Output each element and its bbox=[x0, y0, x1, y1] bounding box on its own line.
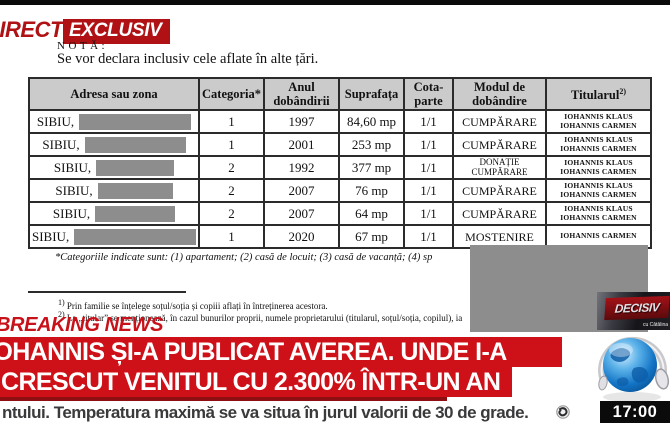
address-cell: SIBIU, bbox=[28, 132, 200, 157]
year-cell: 1997 bbox=[263, 109, 340, 134]
area-cell: 84,60 mp bbox=[338, 109, 405, 134]
col-header-holder: Titularul2) bbox=[545, 77, 652, 111]
decisiv-logo-strip: DECISIV bbox=[604, 295, 670, 321]
footnote-titular: 2) La „titular” se menționează, în cazul… bbox=[58, 310, 463, 323]
year-cell: 2007 bbox=[263, 201, 340, 226]
col-header-share: Cota-parte bbox=[403, 77, 454, 111]
breaking-news-label: BREAKING NEWS bbox=[0, 314, 164, 336]
mode-cell: CUMPĂRARE bbox=[452, 109, 547, 134]
globe-swirl-icon bbox=[556, 405, 570, 419]
top-black-bar bbox=[0, 0, 670, 5]
mode-cell: CUMPĂRARE bbox=[452, 178, 547, 203]
table-row: SIBIU, 2 2007 64 mp 1/1 CUMPĂRARE IOHANN… bbox=[28, 201, 652, 226]
holder-cell: IOHANNIS KLAUS IOHANNIS CARMEN bbox=[545, 109, 652, 134]
area-cell: 64 mp bbox=[338, 201, 405, 226]
share-cell: 1/1 bbox=[403, 201, 454, 226]
redaction-bar bbox=[95, 205, 176, 222]
mode-cell: CUMPĂRARE bbox=[452, 201, 547, 226]
holder-cell: IOHANNIS CARMEN bbox=[545, 224, 652, 249]
table-header-row: Adresa sau zona Categoria* Anul dobândir… bbox=[28, 77, 652, 111]
headline-banner-line2: CRESCUT VENITUL CU 2.300% ÎNTR-UN AN bbox=[0, 367, 512, 397]
holder-cell: IOHANNIS KLAUS IOHANNIS CARMEN bbox=[545, 155, 652, 180]
holder-cell: IOHANNIS KLAUS IOHANNIS CARMEN bbox=[545, 132, 652, 157]
direct-live-label: DIRECT bbox=[0, 17, 63, 42]
area-cell: 67 mp bbox=[338, 224, 405, 249]
address-cell: SIBIU, bbox=[28, 178, 200, 203]
redaction-bar bbox=[97, 182, 173, 199]
document-note-label: NOTĂ: bbox=[57, 40, 109, 52]
share-cell: 1/1 bbox=[403, 155, 454, 180]
holder-cell: IOHANNIS KLAUS IOHANNIS CARMEN bbox=[545, 178, 652, 203]
area-cell: 253 mp bbox=[338, 132, 405, 157]
share-cell: 1/1 bbox=[403, 109, 454, 134]
holder-cell: IOHANNIS KLAUS IOHANNIS CARMEN bbox=[545, 201, 652, 226]
area-cell: 76 mp bbox=[338, 178, 405, 203]
year-cell: 2020 bbox=[263, 224, 340, 249]
col-header-category: Categoria* bbox=[198, 77, 265, 111]
exclusiv-badge: EXCLUSIV bbox=[63, 19, 170, 44]
category-cell: 1 bbox=[198, 109, 265, 134]
banner-underline-strip bbox=[0, 397, 447, 401]
category-cell: 2 bbox=[198, 201, 265, 226]
share-cell: 1/1 bbox=[403, 132, 454, 157]
decisiv-show-logo: DECISIV cu Cătălina bbox=[597, 292, 670, 330]
address-cell: SIBIU, bbox=[28, 201, 200, 226]
category-cell: 1 bbox=[198, 224, 265, 249]
year-cell: 2007 bbox=[263, 178, 340, 203]
footnote-separator-line bbox=[28, 291, 186, 293]
redaction-bar bbox=[79, 113, 192, 130]
globe-headphones-graphic bbox=[598, 336, 670, 402]
clock-display: 17:00 bbox=[600, 401, 670, 423]
col-header-year: Anul dobândirii bbox=[263, 77, 340, 111]
category-cell: 2 bbox=[198, 155, 265, 180]
table-row: SIBIU, 2 1992 377 mp 1/1 DONAȚIE CUMPĂRAR… bbox=[28, 155, 652, 180]
col-header-mode: Modul de dobândire bbox=[452, 77, 547, 111]
category-cell: 1 bbox=[198, 132, 265, 157]
footnote-family: 1) Prin familie se înțelege soțul/soția … bbox=[58, 298, 328, 311]
decisiv-logo-subtitle: cu Cătălina bbox=[642, 322, 668, 328]
mode-cell: CUMPĂRARE bbox=[452, 132, 547, 157]
news-ticker-text: ntului. Temperatura maximă se va situa î… bbox=[2, 403, 529, 422]
year-cell: 1992 bbox=[263, 155, 340, 180]
redaction-bar bbox=[74, 228, 197, 245]
table-row: SIBIU, 1 2001 253 mp 1/1 CUMPĂRARE IOHAN… bbox=[28, 132, 652, 157]
address-cell: SIBIU, bbox=[28, 155, 200, 180]
table-row: SIBIU, 1 1997 84,60 mp 1/1 CUMPĂRARE IOH… bbox=[28, 109, 652, 134]
year-cell: 2001 bbox=[263, 132, 340, 157]
area-cell: 377 mp bbox=[338, 155, 405, 180]
table-row: SIBIU, 2 2007 76 mp 1/1 CUMPĂRARE IOHANN… bbox=[28, 178, 652, 203]
address-cell: SIBIU, bbox=[28, 224, 200, 249]
redaction-bar bbox=[96, 159, 175, 176]
document-note-text: Se vor declara inclusiv cele aflate în a… bbox=[57, 51, 319, 67]
wealth-declaration-table: Adresa sau zona Categoria* Anul dobândir… bbox=[28, 77, 652, 249]
col-header-area: Suprafața bbox=[338, 77, 405, 111]
category-cell: 2 bbox=[198, 178, 265, 203]
categories-footnote: *Categoriile indicate sunt: (1) apartame… bbox=[55, 252, 433, 263]
redaction-bar bbox=[84, 136, 186, 153]
headline-banner-line1: IOHANNIS ȘI-A PUBLICAT AVEREA. UNDE I-A bbox=[0, 337, 562, 367]
table-row: SIBIU, 1 2020 67 mp 1/1 MOSTENIRE IOHANN… bbox=[28, 224, 652, 249]
share-cell: 1/1 bbox=[403, 178, 454, 203]
mode-cell: DONAȚIE CUMPĂRARE bbox=[452, 155, 547, 180]
address-cell: SIBIU, bbox=[28, 109, 200, 134]
col-header-address: Adresa sau zona bbox=[28, 77, 200, 111]
share-cell: 1/1 bbox=[403, 224, 454, 249]
